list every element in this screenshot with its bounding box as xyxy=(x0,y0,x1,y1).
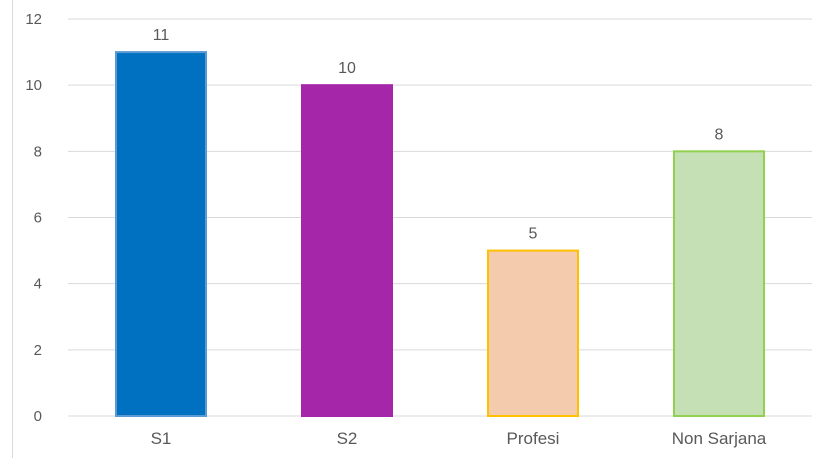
data-label: 10 xyxy=(338,60,356,77)
x-tick-label: S1 xyxy=(151,429,172,448)
data-label: 5 xyxy=(529,226,538,243)
bar-s2 xyxy=(301,84,393,418)
x-axis-tick-labels: S1 S2 Profesi Non Sarjana xyxy=(151,429,767,448)
data-labels: 11 10 5 8 xyxy=(153,27,724,243)
x-tick-label: Profesi xyxy=(507,429,560,448)
x-tick-label: S2 xyxy=(337,429,358,448)
data-label: 11 xyxy=(153,27,170,44)
y-tick-label: 0 xyxy=(34,408,42,425)
bar-s1 xyxy=(115,51,207,417)
y-tick-label: 8 xyxy=(34,143,42,160)
y-tick-label: 2 xyxy=(34,342,42,359)
y-tick-label: 12 xyxy=(25,11,42,28)
y-axis-tick-labels: 0 2 4 6 8 10 12 xyxy=(25,11,42,425)
left-border-line xyxy=(12,0,13,458)
y-tick-label: 4 xyxy=(34,276,42,293)
y-tick-label: 10 xyxy=(25,77,42,94)
data-label: 8 xyxy=(715,126,724,143)
bar-profesi xyxy=(487,249,579,417)
y-tick-label: 6 xyxy=(34,210,42,227)
bar-non-sarjana xyxy=(673,150,765,417)
x-tick-label: Non Sarjana xyxy=(672,429,767,448)
bars xyxy=(115,51,765,418)
